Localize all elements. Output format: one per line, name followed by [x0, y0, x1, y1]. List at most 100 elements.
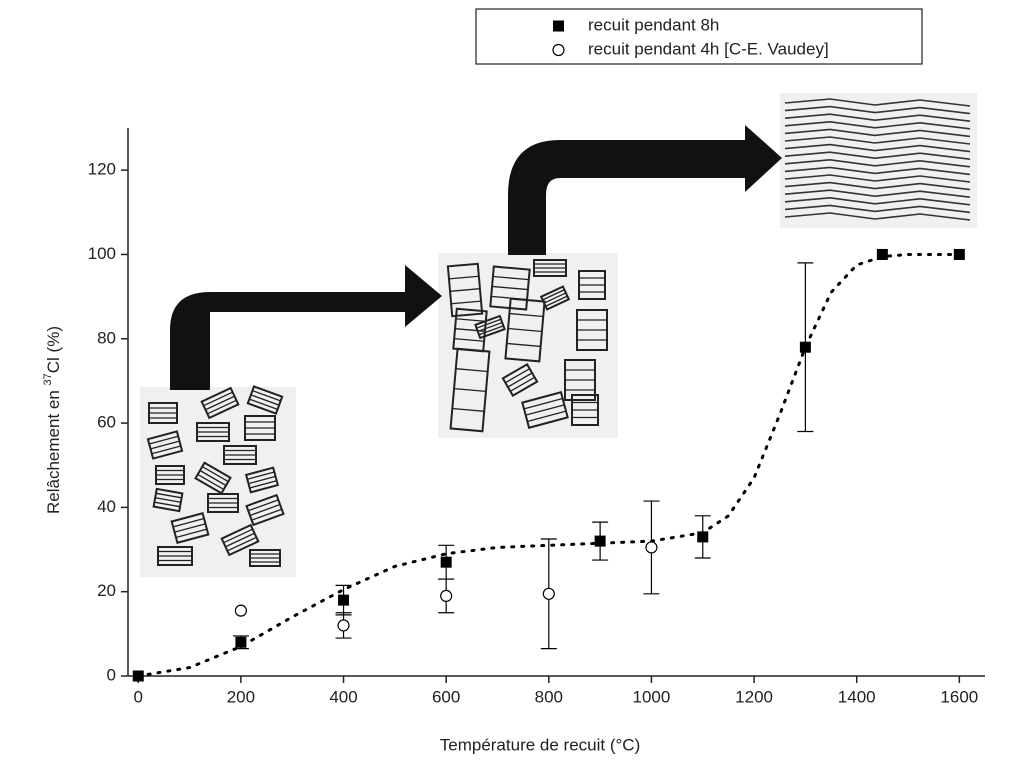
wavy-line [784, 174, 971, 183]
grain-line [248, 499, 279, 512]
grain-line [154, 501, 181, 508]
arrow [508, 125, 782, 255]
wavy-line [784, 204, 971, 214]
grain-line [454, 387, 486, 393]
grain-line [199, 469, 227, 487]
grain-line [155, 497, 181, 503]
x-tick-label: 1000 [633, 687, 671, 706]
y-tick-label: 120 [88, 160, 116, 179]
grain [207, 493, 239, 513]
x-tick-label: 1600 [940, 687, 978, 706]
square-marker [876, 248, 888, 260]
square-marker [953, 248, 965, 260]
grain-line [543, 292, 567, 304]
grain [249, 549, 281, 567]
grain [220, 523, 260, 557]
x-tick-label: 600 [432, 687, 460, 706]
grain-line [505, 368, 530, 384]
grain-line [172, 517, 205, 528]
grain-outline [446, 262, 484, 318]
grain-line [227, 536, 257, 552]
square-marker [799, 341, 811, 353]
y-tick-label: 60 [97, 413, 116, 432]
grain [155, 465, 185, 485]
square-marker [338, 594, 350, 606]
grain [146, 430, 184, 460]
legend-marker [552, 43, 565, 57]
grain-outline [152, 487, 184, 513]
grain-line [523, 397, 563, 410]
grain-line [492, 285, 528, 291]
grain-line [250, 394, 280, 406]
grain-line [508, 327, 542, 333]
wavy-line [784, 105, 971, 115]
grain [148, 402, 178, 424]
grain [576, 309, 608, 351]
grain-line [509, 312, 544, 318]
grain [245, 493, 285, 527]
wavy-line [784, 136, 971, 145]
grain [504, 297, 546, 363]
x-tick-label: 400 [329, 687, 357, 706]
grain [246, 385, 284, 415]
grain-line [223, 528, 253, 544]
wavy-line [784, 181, 971, 191]
grain [571, 394, 599, 426]
grain [489, 265, 531, 311]
y-tick-label: 20 [97, 581, 116, 600]
square-marker [440, 556, 452, 568]
grain [533, 259, 567, 277]
grain [152, 487, 184, 513]
y-tick-label: 80 [97, 328, 116, 347]
wavy-line [784, 212, 971, 221]
grain-line [149, 435, 179, 445]
grain-outline [521, 391, 569, 429]
grain-line [527, 410, 567, 423]
grain-line [478, 325, 504, 336]
grain-outline [245, 493, 285, 527]
grain-line [207, 399, 237, 415]
grain-line [248, 475, 276, 485]
arrow [170, 265, 442, 390]
x-axis-label: Température de recuit (°C) [440, 735, 640, 754]
legend-label: recuit pendant 4h [C-E. Vaudey] [588, 39, 829, 58]
grain-line [506, 342, 541, 348]
grain-line [197, 473, 225, 490]
grain [564, 359, 596, 401]
square-marker [132, 670, 144, 682]
grain-line [225, 532, 255, 548]
legend-box [475, 8, 923, 65]
y-tick-label: 100 [88, 244, 116, 263]
grain-line [477, 321, 503, 333]
grain-line [150, 440, 180, 450]
square-marker [594, 535, 606, 547]
grain [196, 422, 230, 442]
grain-line [203, 391, 233, 407]
grain-line [507, 372, 533, 388]
grain-line [476, 318, 502, 329]
legend-label: recuit pendant 8h [588, 15, 719, 34]
grain-outline [489, 265, 531, 311]
y-label-sup: 37 [42, 373, 54, 385]
square-marker [235, 636, 247, 648]
grain [449, 347, 491, 433]
grain-line [448, 275, 479, 280]
grain-line [545, 295, 568, 307]
grain-line [454, 338, 485, 342]
wavy-line [784, 98, 971, 107]
grain [170, 512, 210, 544]
y-tick-label: 0 [107, 665, 116, 684]
grain-line [510, 376, 535, 392]
grain-outline [170, 512, 210, 544]
grain [501, 362, 539, 398]
x-tick-label: 800 [535, 687, 563, 706]
grain-line [249, 398, 278, 410]
wavy-line [784, 120, 971, 130]
grain-line [249, 503, 281, 517]
grain-line [455, 318, 486, 322]
circle-marker [337, 619, 350, 632]
grain-line [542, 289, 565, 301]
grain-line [249, 480, 277, 489]
grain-outline [449, 347, 491, 433]
